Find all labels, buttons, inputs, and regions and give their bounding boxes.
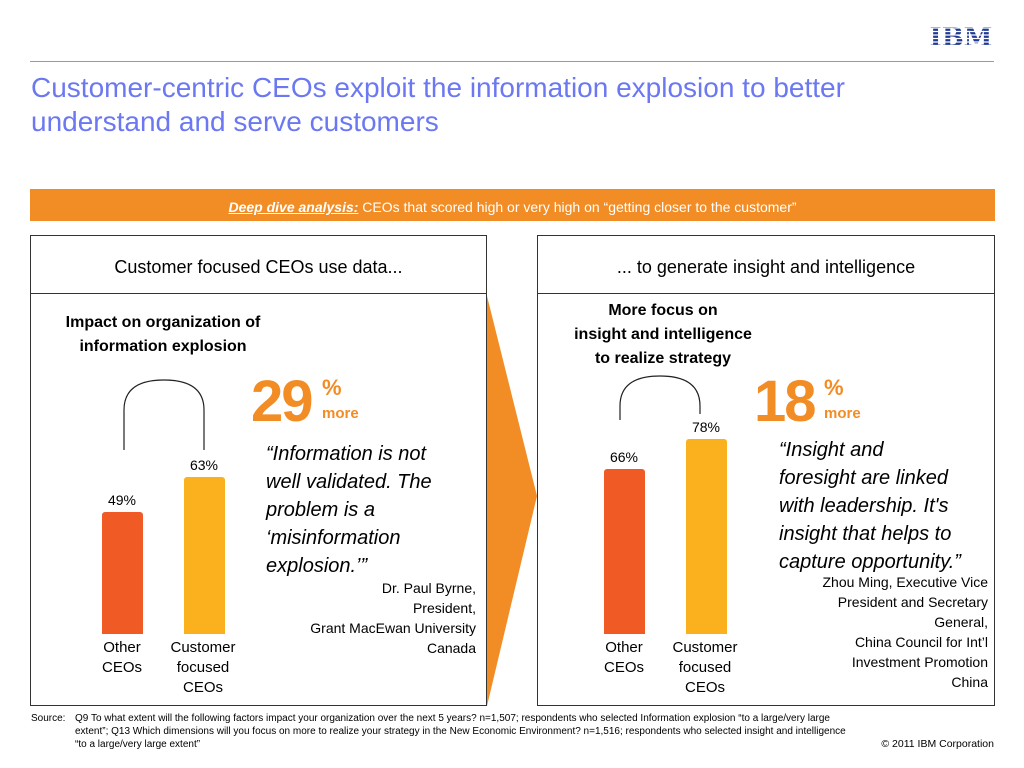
left-xlabel-other: Other CEOs — [92, 638, 152, 678]
xlabel-line: focused — [678, 659, 732, 676]
page-title: Customer-centric CEOs exploit the inform… — [31, 72, 845, 137]
left-big-number: 29 — [251, 369, 313, 434]
attribution-line: Zhou Ming, Executive Vice — [822, 574, 989, 590]
xlabel-line: focused — [176, 659, 230, 676]
quote-line: explosion.’” — [266, 555, 368, 577]
quote-line: “Insight and — [779, 439, 884, 461]
left-comparison-bracket — [123, 379, 205, 450]
right-panel-header: ... to generate insight and intelligence — [538, 236, 994, 294]
source-line: “to a large/very large extent” — [75, 739, 201, 750]
xlabel-line: CEOs — [603, 659, 644, 676]
copyright: © 2011 IBM Corporation — [881, 738, 994, 750]
left-big-more: more — [322, 405, 359, 422]
ibm-logo: IBM — [927, 23, 995, 52]
right-quote: “Insight and foresight are linked with l… — [779, 436, 993, 576]
left-subtitle-line2: information explosion — [79, 338, 247, 355]
source-text: Q9 To what extent will the following fac… — [75, 712, 965, 751]
attribution-line: China Council for Int’l — [854, 634, 988, 650]
chevron-arrow — [487, 296, 537, 706]
attribution-line: Dr. Paul Byrne, — [381, 580, 476, 596]
source-line: Q9 To what extent will the following fac… — [75, 713, 830, 724]
source-line: extent”; Q13 Which dimensions will you f… — [75, 726, 846, 737]
left-bar-value-label: 63% — [189, 456, 219, 473]
left-bar-other-ceos — [102, 511, 143, 634]
right-comparison-bracket — [619, 375, 701, 420]
right-xlabel-customer: Customer focused CEOs — [660, 638, 750, 698]
xlabel-line: Other — [605, 639, 643, 656]
right-bar-value-label: 78% — [691, 419, 721, 435]
attribution-line: Investment Promotion — [851, 654, 988, 670]
attribution-line: President, — [412, 600, 476, 616]
left-quote: “Information is not well validated. The … — [266, 440, 481, 580]
left-bar-customer-focused-ceos — [184, 476, 225, 634]
quote-line: insight that helps to — [779, 523, 952, 545]
right-attribution: Zhou Ming, Executive Vice President and … — [760, 572, 989, 692]
source-label: Source: — [31, 713, 66, 724]
xlabel-line: Customer — [672, 639, 738, 656]
left-panel: Customer focused CEOs use data... — [30, 235, 487, 706]
xlabel-line: Other — [103, 639, 141, 656]
left-xlabel-customer: Customer focused CEOs — [158, 638, 248, 698]
quote-line: ‘misinformation — [266, 527, 401, 549]
right-xlabel-other: Other CEOs — [594, 638, 654, 678]
attribution-line: President and Secretary — [837, 594, 988, 610]
header-rule — [30, 61, 994, 62]
left-bar-value-label: 49% — [107, 491, 137, 508]
right-panel: ... to generate insight and intelligence — [537, 235, 995, 706]
quote-line: capture opportunity.” — [779, 551, 961, 573]
right-subtitle-line1: More focus on — [608, 302, 718, 319]
quote-line: problem is a — [266, 499, 375, 521]
left-subtitle-line1: Impact on organization of — [65, 314, 261, 331]
right-bar-value-label: 66% — [609, 449, 639, 465]
attribution-line: China — [951, 674, 988, 690]
xlabel-line: CEOs — [101, 659, 142, 676]
right-big-more: more — [824, 405, 861, 422]
banner-text: CEOs that scored high or very high on “g… — [358, 199, 797, 215]
left-big-percent: % — [322, 375, 342, 400]
quote-line: “Information is not — [266, 443, 427, 465]
quote-line: with leadership. It's — [779, 495, 949, 517]
attribution-line: Canada — [426, 640, 476, 656]
right-subtitle-line2: insight and intelligence — [574, 326, 752, 343]
right-big-number: 18 — [754, 369, 816, 434]
banner-lead: Deep dive analysis: — [228, 199, 359, 215]
xlabel-line: CEOs — [182, 679, 223, 696]
attribution-line: General, — [934, 614, 988, 630]
xlabel-line: Customer — [170, 639, 236, 656]
xlabel-line: CEOs — [684, 679, 725, 696]
right-bar-customer-focused-ceos — [686, 439, 727, 634]
left-subtitle: Impact on organization of information ex… — [36, 311, 290, 359]
right-subtitle: More focus on insight and intelligence t… — [540, 299, 786, 371]
right-bar-other-ceos — [604, 469, 645, 634]
right-big-percent: % — [824, 375, 844, 400]
deep-dive-banner: Deep dive analysis: CEOs that scored hig… — [30, 189, 995, 221]
quote-line: well validated. The — [266, 471, 432, 493]
quote-line: foresight are linked — [779, 467, 948, 489]
right-subtitle-line3: to realize strategy — [594, 350, 732, 367]
left-panel-header: Customer focused CEOs use data... — [31, 236, 486, 294]
attribution-line: Grant MacEwan University — [310, 620, 476, 636]
left-attribution: Dr. Paul Byrne, President, Grant MacEwan… — [250, 578, 476, 658]
